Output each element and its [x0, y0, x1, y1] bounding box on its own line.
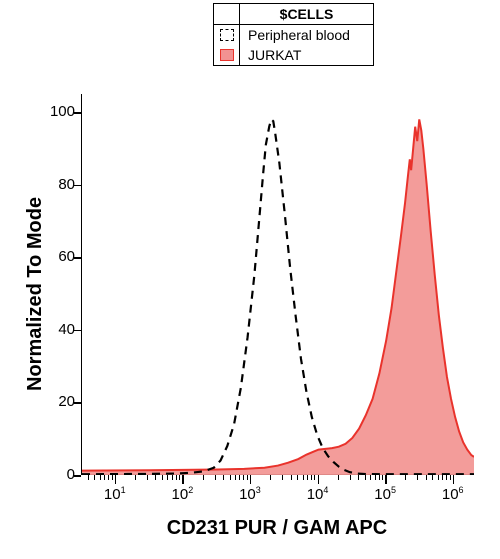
x-tick-minor [382, 475, 383, 480]
x-tick-minor [450, 475, 451, 480]
x-tick-minor [375, 475, 376, 480]
x-tick-minor [405, 475, 406, 480]
x-tick-minor [307, 475, 308, 480]
y-tick [74, 402, 81, 404]
x-tick-minor [314, 475, 315, 480]
x-tick-minor [94, 475, 95, 480]
x-tick-minor [432, 475, 433, 480]
x-tick-minor [203, 475, 204, 480]
x-tick-minor [239, 475, 240, 480]
x-tick-minor [104, 475, 105, 480]
x-tick-minor [247, 475, 248, 480]
x-tick-minor [338, 475, 339, 480]
x-tick-minor [291, 475, 292, 480]
x-tick-minor [426, 475, 427, 480]
y-tick-label: 40 [41, 321, 75, 338]
x-tick-minor [243, 475, 244, 480]
plot-svg [82, 94, 474, 475]
series-fill [82, 119, 474, 475]
legend-label: Peripheral blood [240, 25, 358, 45]
x-tick-label: 106 [433, 485, 473, 503]
x-tick-minor [88, 475, 89, 480]
y-tick-label: 20 [41, 393, 75, 410]
plot-area [81, 94, 473, 475]
legend-title: $CELLS [240, 4, 373, 24]
x-tick-label: 105 [365, 485, 405, 503]
y-tick [74, 475, 81, 477]
x-tick-minor [112, 475, 113, 480]
legend-row: Peripheral blood [214, 25, 373, 45]
legend-swatch-filled [220, 49, 234, 61]
x-tick-minor [365, 475, 366, 480]
x-tick-major [318, 475, 320, 484]
x-tick-minor [311, 475, 312, 480]
legend-label: JURKAT [240, 45, 309, 65]
x-tick-minor [162, 475, 163, 480]
x-tick-label: 103 [230, 485, 270, 503]
x-tick-minor [135, 475, 136, 480]
x-tick-minor [446, 475, 447, 480]
legend-swatch [214, 25, 240, 45]
x-tick-minor [297, 475, 298, 480]
y-tick [74, 112, 81, 114]
x-tick-minor [235, 475, 236, 480]
x-tick-minor [442, 475, 443, 480]
legend-swatch-dashed [220, 29, 234, 41]
x-tick-minor [147, 475, 148, 480]
y-tick-label: 100 [41, 103, 75, 120]
x-tick-minor [215, 475, 216, 480]
legend-row: JURKAT [214, 45, 373, 65]
x-tick-major [250, 475, 252, 484]
x-axis-label: CD231 PUR / GAM APC [81, 517, 473, 540]
x-tick-major [453, 475, 455, 484]
x-tick-minor [223, 475, 224, 480]
y-tick-label: 60 [41, 248, 75, 265]
x-tick-minor [350, 475, 351, 480]
x-tick-major [385, 475, 387, 484]
x-tick-label: 102 [162, 485, 202, 503]
y-tick-label: 80 [41, 176, 75, 193]
x-tick-major [115, 475, 117, 484]
legend-swatch [214, 45, 240, 65]
x-tick-minor [270, 475, 271, 480]
x-tick-minor [438, 475, 439, 480]
legend-header: $CELLS [214, 4, 373, 25]
y-tick-label: 0 [41, 466, 75, 483]
x-tick-minor [230, 475, 231, 480]
x-tick-major [182, 475, 184, 484]
y-tick [74, 257, 81, 259]
x-tick-minor [358, 475, 359, 480]
x-tick-label: 104 [298, 485, 338, 503]
x-tick-minor [167, 475, 168, 480]
y-axis-label: Normalized To Mode [24, 197, 47, 391]
x-tick-minor [155, 475, 156, 480]
legend: $CELLS Peripheral blood JURKAT [213, 3, 374, 66]
x-tick-minor [282, 475, 283, 480]
x-tick-minor [172, 475, 173, 480]
x-tick-minor [417, 475, 418, 480]
y-tick [74, 330, 81, 332]
x-tick-minor [303, 475, 304, 480]
x-tick-minor [176, 475, 177, 480]
x-tick-minor [379, 475, 380, 480]
legend-header-swatch-col [214, 4, 240, 24]
x-tick-minor [370, 475, 371, 480]
x-tick-minor [100, 475, 101, 480]
x-tick-minor [108, 475, 109, 480]
x-tick-minor [179, 475, 180, 480]
y-tick [74, 185, 81, 187]
x-tick-label: 101 [95, 485, 135, 503]
